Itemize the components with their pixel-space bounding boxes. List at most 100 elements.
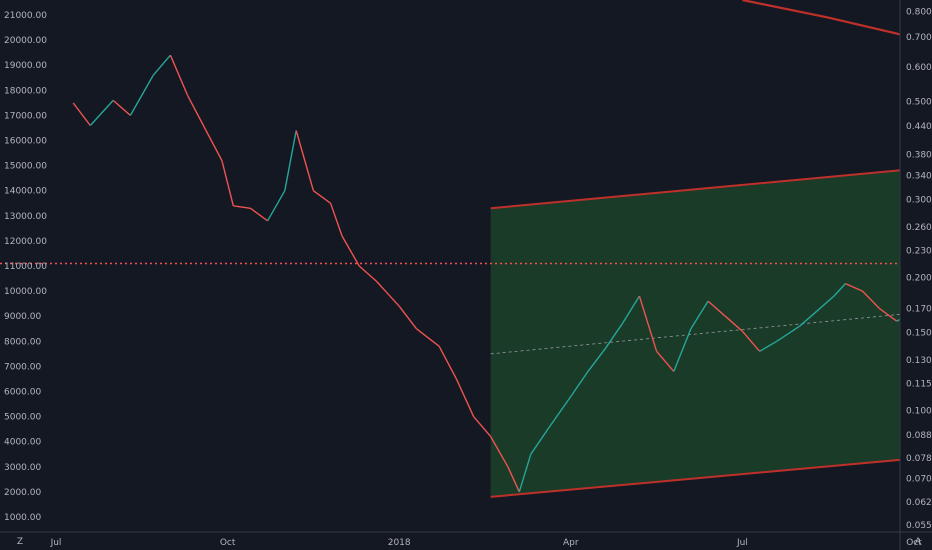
auto-scale-button[interactable]: A	[914, 537, 922, 547]
price-segment	[879, 308, 898, 322]
x-tick-label: Apr	[563, 538, 579, 548]
price-segment	[415, 328, 440, 347]
price-segment	[295, 130, 315, 191]
price-segment	[329, 203, 343, 237]
price-segment	[204, 127, 223, 161]
price-segment	[89, 99, 114, 126]
y-left-tick-label: 4000.00	[4, 438, 41, 448]
y-left-tick-label: 13000.00	[4, 212, 47, 222]
y-right-tick-label: 0.440	[906, 122, 932, 132]
price-segment	[570, 371, 589, 397]
price-segment	[776, 325, 800, 342]
y-right-tick-label: 0.800	[906, 8, 932, 18]
x-tick-label: Oct	[220, 538, 236, 548]
price-segment	[312, 190, 332, 204]
x-tick-label: Oct	[906, 538, 922, 548]
y-left-tick-label: 14000.00	[4, 187, 47, 197]
price-segment	[656, 350, 675, 372]
price-segment	[845, 282, 863, 292]
y-left-tick-label: 9000.00	[4, 312, 41, 322]
y-right-tick-label: 0.062	[906, 498, 932, 508]
price-segment	[221, 160, 234, 206]
price-segment	[816, 295, 835, 312]
log-scale-toggle-button[interactable]: Z	[16, 537, 24, 547]
price-segment	[266, 190, 286, 222]
price-segment	[530, 428, 549, 455]
price-segment	[375, 280, 400, 307]
price-segment	[547, 396, 572, 430]
y-left-tick-label: 18000.00	[4, 86, 47, 96]
y-right-tick-label: 0.700	[906, 33, 932, 43]
price-segment	[186, 95, 206, 129]
price-segment	[473, 416, 492, 438]
price-segment	[690, 300, 709, 330]
price-segment	[341, 235, 360, 267]
y-left-tick-label: 20000.00	[4, 36, 47, 46]
y-left-tick-label: 6000.00	[4, 387, 41, 397]
price-segment	[490, 436, 509, 468]
y-right-tick-label: 0.100	[906, 406, 932, 416]
y-right-tick-label: 0.115	[906, 379, 932, 389]
y-left-tick-label: 16000.00	[4, 137, 47, 147]
price-segment	[507, 466, 520, 493]
y-left-tick-label: 15000.00	[4, 162, 47, 172]
y-left-tick-label: 10000.00	[4, 287, 47, 297]
price-segment	[673, 328, 692, 372]
y-left-tick-label: 8000.00	[4, 337, 41, 347]
y-right-tick-label: 0.500	[906, 98, 932, 108]
price-segment	[861, 290, 881, 310]
x-tick-label: 2018	[388, 538, 411, 548]
y-right-tick-label: 0.260	[906, 223, 932, 233]
y-left-tick-label: 11000.00	[4, 262, 47, 272]
dashed-midline	[490, 313, 900, 355]
price-segment	[112, 99, 131, 116]
price-segment	[587, 348, 606, 372]
price-segment	[438, 345, 458, 380]
y-left-tick-label: 2000.00	[4, 488, 41, 498]
price-segment	[638, 295, 658, 352]
price-segment	[455, 378, 475, 417]
lower-channel-line	[490, 458, 900, 498]
price-segment	[759, 340, 778, 352]
y-right-tick-label: 0.170	[906, 305, 932, 315]
y-left-tick-label: 7000.00	[4, 362, 41, 372]
price-segment	[284, 130, 297, 191]
channel-fill	[490, 170, 900, 497]
y-right-tick-label: 0.078	[906, 454, 932, 464]
price-segment	[799, 310, 818, 327]
price-segment	[129, 74, 154, 116]
price-segment	[72, 102, 91, 126]
y-right-tick-label: 0.380	[906, 150, 932, 160]
y-right-tick-label: 0.230	[906, 247, 932, 257]
y-right-tick-label: 0.088	[906, 431, 932, 441]
price-segment	[724, 315, 743, 332]
right-axis: 0.055 0.062 0.070 0.078 0.088 0.100 0.115 0.130…	[906, 8, 932, 531]
price-segment	[152, 54, 171, 76]
y-left-tick-label: 3000.00	[4, 463, 41, 473]
price-segment	[604, 323, 623, 350]
y-left-tick-label: 21000.00	[4, 11, 47, 21]
y-right-tick-label: 0.300	[906, 196, 932, 206]
y-left-tick-label: 19000.00	[4, 61, 47, 71]
y-right-tick-label: 0.340	[906, 172, 932, 182]
price-segment	[169, 54, 189, 96]
upper-channel-line	[490, 169, 900, 210]
left-axis: 1000.00 2000.00 3000.00 4000.00 5000.00 6000.…	[4, 11, 47, 523]
y-left-tick-label: 5000.00	[4, 413, 41, 423]
price-segment	[833, 283, 846, 297]
y-right-tick-label: 0.200	[906, 273, 932, 283]
price-segment	[621, 295, 640, 325]
price-segment	[250, 207, 269, 222]
y-left-tick-label: 17000.00	[4, 111, 47, 121]
price-segment	[518, 453, 532, 493]
x-tick-label: Jul	[736, 538, 748, 548]
price-segment	[358, 265, 377, 282]
y-right-tick-label: 0.130	[906, 356, 932, 366]
y-right-tick-label: 0.055	[906, 521, 932, 531]
y-left-tick-label: 1000.00	[4, 513, 41, 523]
x-tick-label: Jul	[50, 538, 62, 548]
price-segment	[741, 330, 761, 352]
y-left-tick-label: 12000.00	[4, 237, 47, 247]
y-right-tick-label: 0.600	[906, 63, 932, 73]
